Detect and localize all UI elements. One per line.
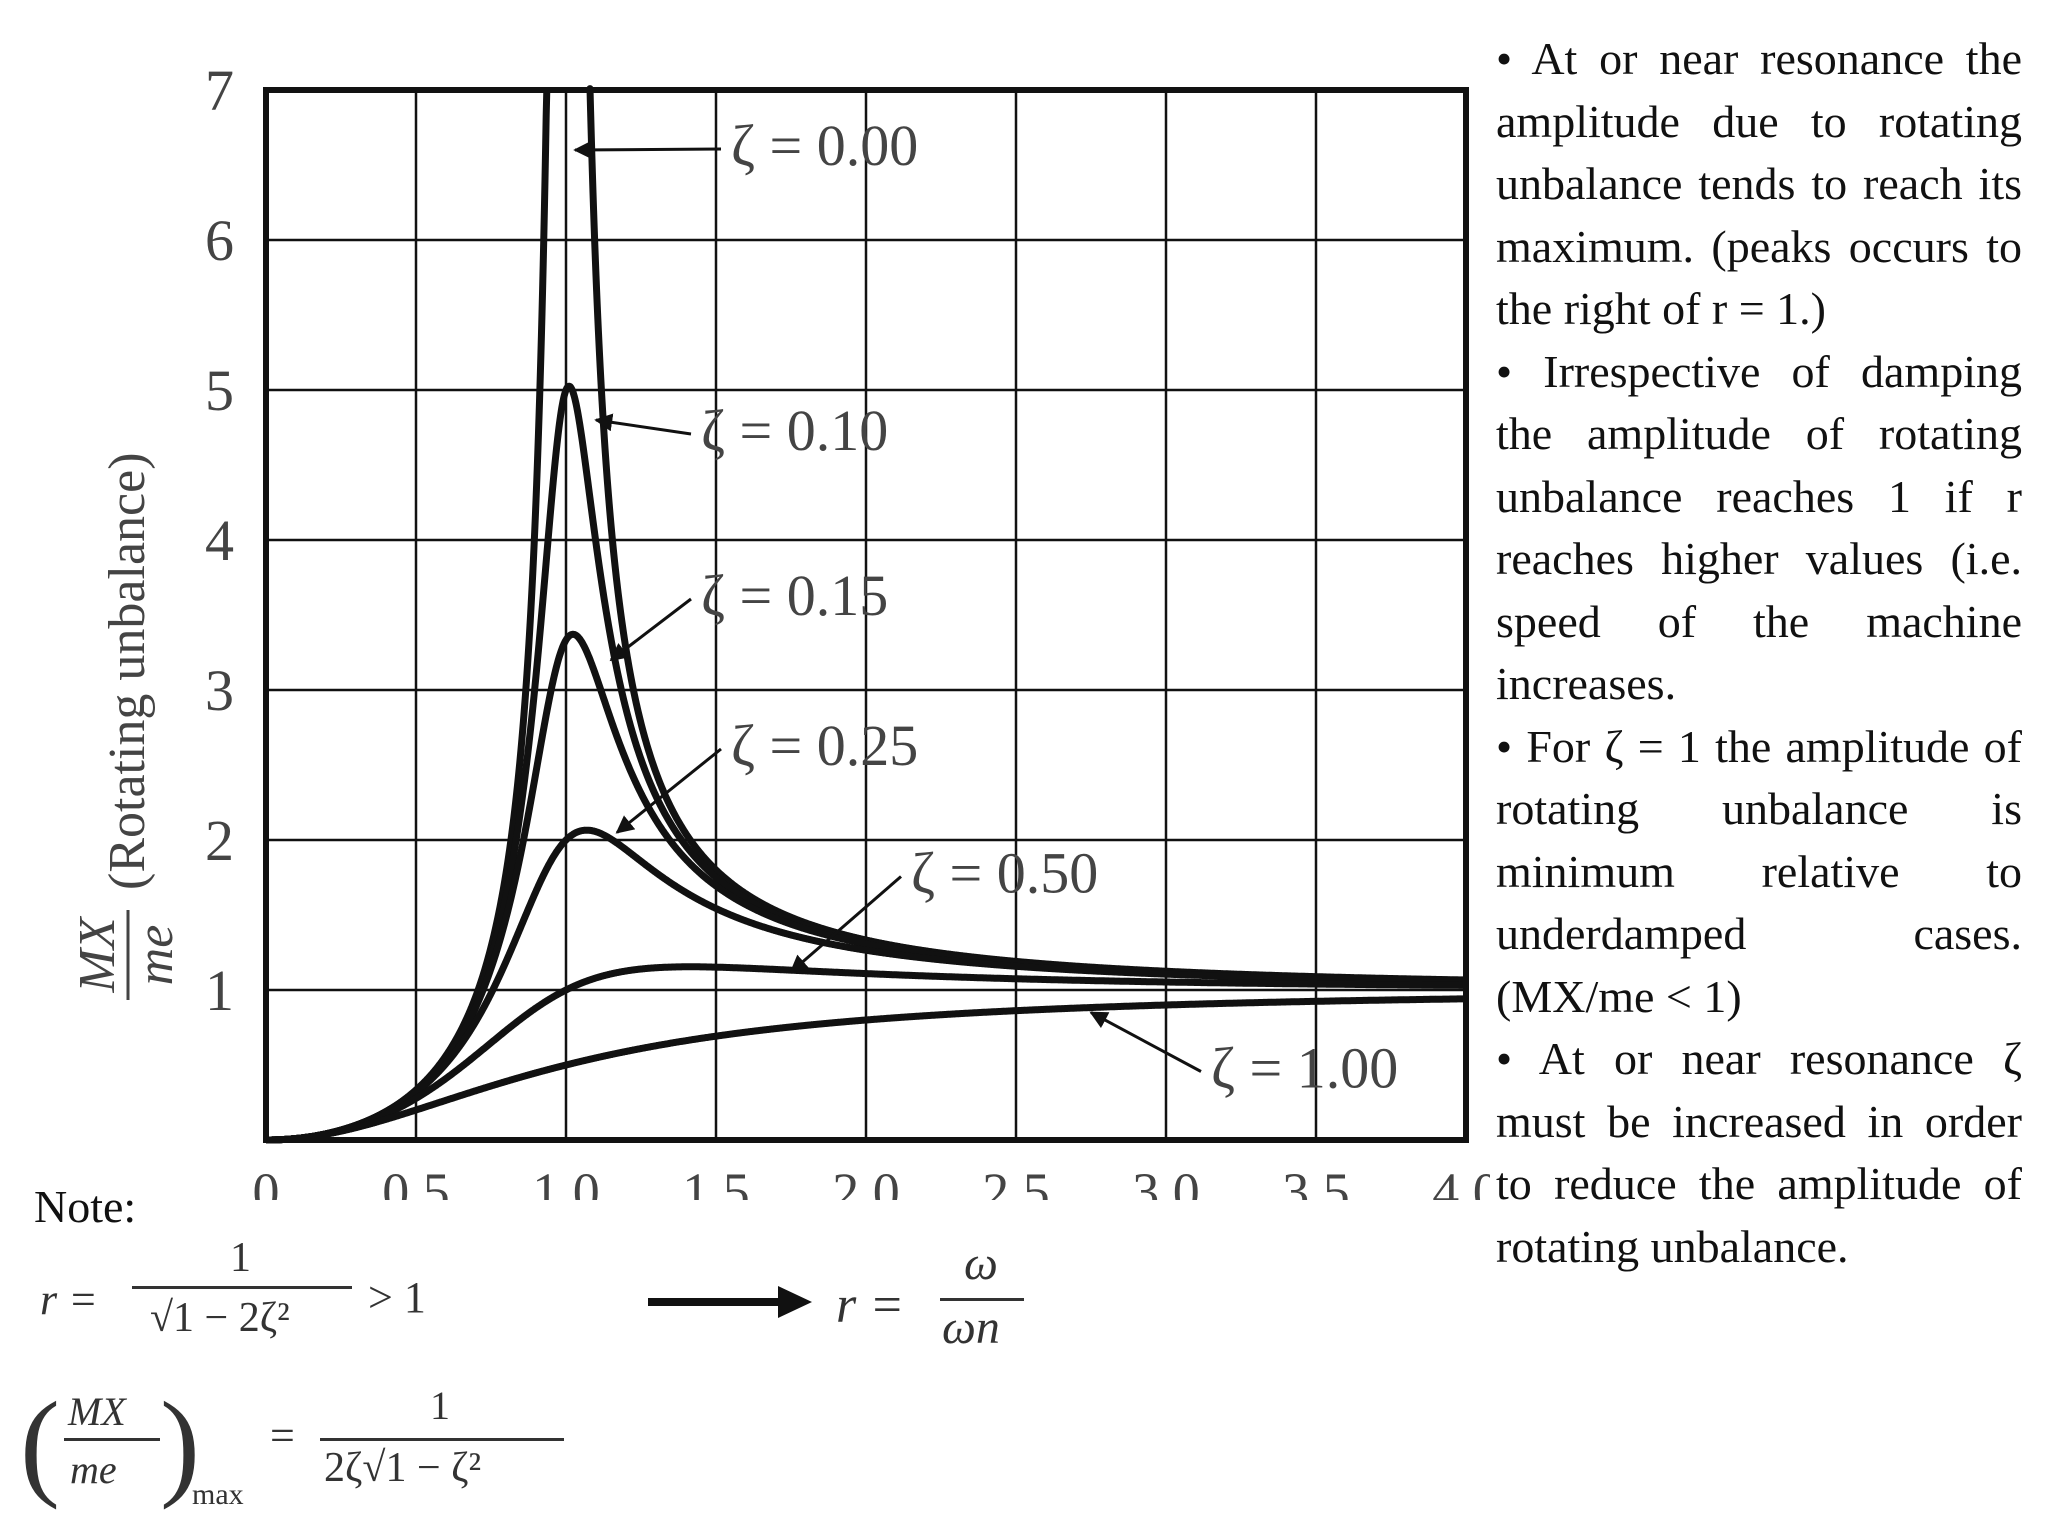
response-curves (263, 85, 1469, 1144)
y-tick-label: 5 (205, 358, 234, 423)
annotation-arrow (609, 597, 692, 662)
y-tick-label: 7 (205, 58, 234, 123)
plot-frame (263, 87, 1469, 1143)
note-bullet-2: • Irrespective of damping the amplitude … (1496, 345, 2022, 710)
r-def-den: ωn (942, 1301, 1000, 1354)
curve-zeta-0 (263, 89, 551, 1144)
note-bullet-3: • For ζ = 1 the amplitude of rotating un… (1496, 720, 2022, 1022)
r-peak-bar (132, 1286, 352, 1289)
r-peak-den: √1 − 2ζ² (150, 1295, 290, 1341)
annotation-label: ζ = 0.50 (911, 841, 1098, 906)
formula-r-def: r = ω ωn (836, 1237, 1036, 1368)
formula-r-peak: r = 1 √1 − 2ζ² > 1 (40, 1235, 470, 1360)
x-tick-label: 3.5 (1282, 1162, 1350, 1200)
arrow-head (778, 1286, 812, 1318)
y-tick-label: 4 (205, 508, 234, 573)
x-tick-labels: 0 0.5 1.0 1.5 2.0 2.5 3.0 3.5 4.0 (253, 1162, 1491, 1200)
r-peak-num: 1 (230, 1235, 251, 1281)
max-lhs-den: me (70, 1447, 117, 1492)
resonance-chart: 0 0.5 1.0 1.5 2.0 2.5 3.0 3.5 4.0 1 2 3 4 5 6 7 ζ = 0.… (69, 58, 1491, 1200)
r-def-num: ω (964, 1237, 998, 1290)
max-subscript: max (192, 1478, 244, 1511)
y-label-text: (Rotating unbalance) (99, 452, 156, 890)
y-tick-label: 1 (205, 958, 234, 1023)
grid-lines (264, 88, 1468, 1140)
formula-max: ( MX me ) max = 1 2ζ√1 − ζ² (20, 1377, 564, 1530)
y-label-numerator: MX (69, 915, 126, 993)
curve-zeta-0-25 (263, 826, 1469, 1144)
curve-zeta-1 (263, 995, 1469, 1144)
y-label-denominator: me (127, 925, 184, 986)
max-lhs-num: MX (68, 1389, 126, 1434)
note-bullet-1: • At or near resonance the amplitude due… (1496, 33, 2022, 334)
max-right-paren: ) (160, 1377, 200, 1510)
max-den: 2ζ√1 − ζ² (324, 1445, 482, 1491)
x-tick-label: 2.0 (832, 1162, 900, 1200)
x-tick-label: 0.5 (382, 1162, 450, 1200)
r-peak-lhs: r = (40, 1275, 98, 1324)
annotation-label: ζ = 0.10 (701, 398, 888, 463)
y-tick-labels: 1 2 3 4 5 6 7 (205, 58, 234, 1023)
max-num: 1 (430, 1383, 450, 1428)
max-lhs-bar (64, 1438, 160, 1441)
arrow-to-r (648, 1298, 778, 1306)
r-def-bar (940, 1298, 1024, 1301)
y-tick-label: 3 (205, 658, 234, 723)
annotation-label: ζ = 0.25 (731, 713, 918, 778)
max-eq: = (270, 1411, 295, 1460)
annotation-arrow (1089, 1011, 1202, 1073)
curve-zeta-0-5 (263, 963, 1469, 1144)
y-tick-label: 6 (205, 208, 234, 273)
x-tick-label: 3.0 (1132, 1162, 1200, 1200)
annotation-arrow (573, 140, 722, 159)
notes-panel: • At or near resonance the amplitude due… (1496, 28, 2022, 1278)
annotation-label: ζ = 0.15 (701, 563, 888, 628)
r-peak-rhs: > 1 (368, 1273, 426, 1322)
x-tick-label: 0 (253, 1162, 280, 1200)
r-def-lhs: r = (836, 1277, 905, 1334)
annotation-arrow (789, 875, 902, 974)
x-tick-label: 1.5 (682, 1162, 750, 1200)
x-tick-label: 4.0 (1432, 1162, 1490, 1200)
note-label: Note: (34, 1181, 137, 1232)
y-tick-label: 2 (205, 808, 234, 873)
y-axis-label: MX me (Rotating unbalance) (69, 452, 184, 1000)
x-tick-label: 2.5 (982, 1162, 1050, 1200)
note-bullet-4: • At or near resonance ζ must be increas… (1496, 1033, 2022, 1272)
annotation-label: ζ = 0.00 (731, 113, 918, 178)
curve-annotations: ζ = 0.00 ζ = 0.10 ζ = 0.15 ζ = 0.25 ζ = 0.50… (573, 113, 1398, 1101)
x-tick-label: 1.0 (532, 1162, 600, 1200)
annotation-arrow (615, 747, 722, 834)
annotation-label: ζ = 1.00 (1211, 1036, 1398, 1101)
annotation-arrow (594, 413, 692, 436)
max-bar (320, 1438, 564, 1441)
max-left-paren: ( (20, 1377, 60, 1510)
